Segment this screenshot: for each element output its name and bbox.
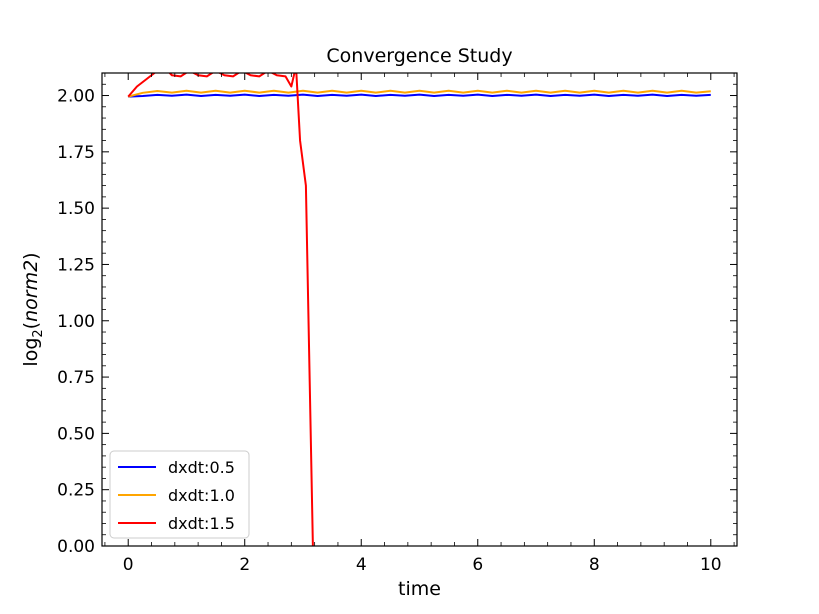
chart-title: Convergence Study	[326, 45, 512, 67]
tick-labels-layer: 0 2 4 6 8 10 0.00 0.25 0.50 0.75 1.00 1.25 1.50 1.75 2…	[57, 87, 721, 575]
legend-label-1: dxdt:0.5	[168, 458, 235, 477]
y-tick-label: 1.00	[57, 312, 95, 332]
series-line-2	[127, 89, 711, 98]
ticks-layer	[102, 72, 737, 547]
y-axis-title-close-paren: )	[20, 252, 42, 259]
y-tick-label: 0.50	[57, 424, 95, 444]
y-tick-label: 1.50	[57, 199, 95, 219]
y-axis-title: log2(norm2)	[20, 252, 46, 366]
x-tick-label: 0	[123, 555, 134, 575]
x-tick-label: 2	[239, 555, 250, 575]
legend: dxdt:0.5 dxdt:1.0 dxdt:1.5	[109, 450, 250, 539]
y-axis-title-arg: norm2	[20, 260, 42, 322]
y-tick-label: 1.75	[57, 143, 95, 163]
legend-label-2: dxdt:1.0	[168, 486, 235, 505]
y-axis-title-open-paren: (	[20, 322, 42, 329]
series-line-3	[127, 73, 314, 546]
x-tick-label: 8	[589, 555, 600, 575]
x-tick-label: 6	[472, 555, 483, 575]
x-axis-title: time	[398, 578, 441, 600]
series-line-1	[128, 93, 711, 98]
y-tick-label: 0.00	[57, 537, 95, 557]
x-tick-label: 4	[356, 555, 367, 575]
x-tick-label: 10	[700, 555, 722, 575]
y-axis-title-subscript: 2	[31, 329, 46, 337]
y-tick-label: 1.25	[57, 255, 95, 275]
legend-entries: dxdt:0.5 dxdt:1.0 dxdt:1.5	[118, 458, 235, 533]
y-tick-label: 0.75	[57, 368, 95, 388]
legend-label-3: dxdt:1.5	[168, 514, 235, 533]
series-layer	[127, 73, 711, 546]
y-axis-title-prefix: log	[20, 338, 42, 367]
y-tick-label: 0.25	[57, 481, 95, 501]
legend-box	[109, 450, 250, 539]
y-tick-label: 2.00	[57, 87, 95, 107]
